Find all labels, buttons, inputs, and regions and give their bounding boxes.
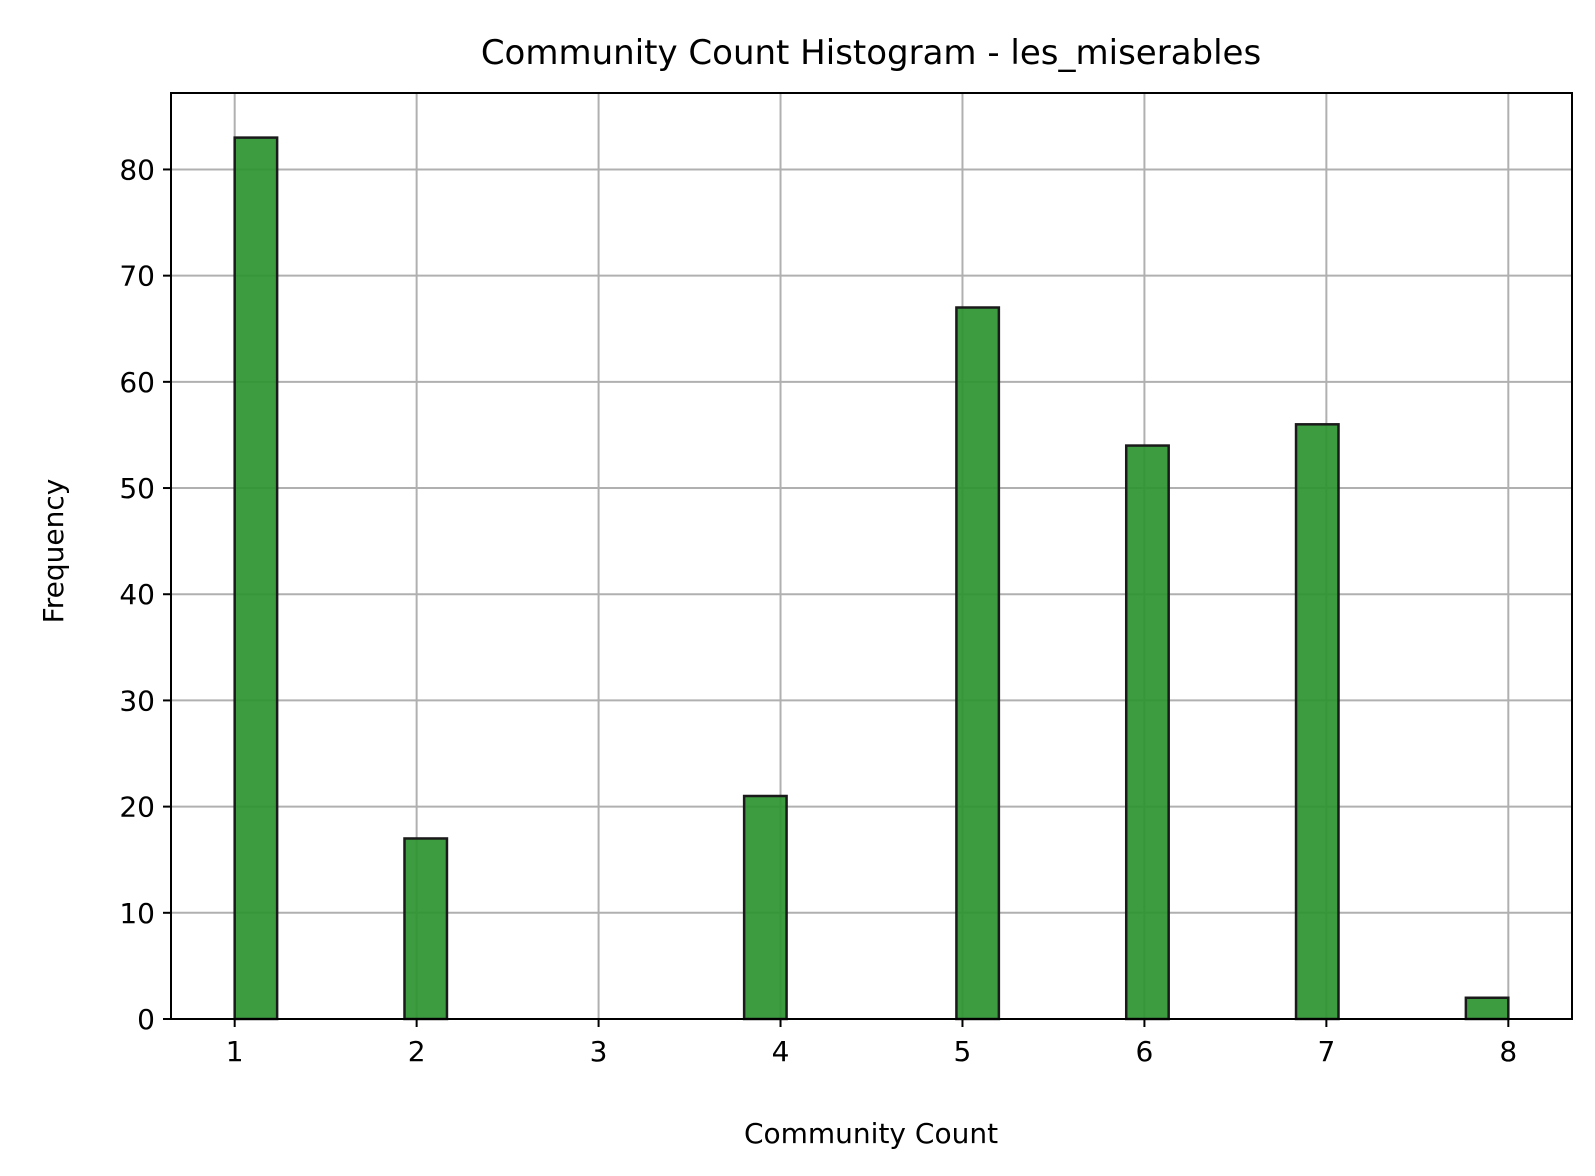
histogram-bar [403, 837, 449, 1021]
histogram-bar [1464, 996, 1510, 1021]
x-tick-label: 4 [772, 1035, 790, 1068]
y-tick-label: 10 [119, 897, 155, 930]
y-tick-label: 70 [119, 260, 155, 293]
y-tick-label: 40 [119, 578, 155, 611]
y-tick-label: 80 [119, 153, 155, 186]
x-axis-label: Community Count [744, 1117, 998, 1150]
x-axis-ticks: 1 2 3 4 5 6 7 8 [226, 1019, 1517, 1068]
plot-frame [170, 92, 1573, 1020]
histogram-bar [233, 136, 279, 1021]
x-tick-label: 8 [1499, 1035, 1517, 1068]
y-axis-ticks: 0 10 20 30 40 50 60 70 80 [119, 153, 171, 1036]
x-tick-label: 3 [590, 1035, 608, 1068]
histogram-bar [742, 794, 788, 1021]
histogram-bar [1294, 423, 1340, 1021]
histogram-bar [1124, 444, 1170, 1021]
y-tick-label: 0 [137, 1003, 155, 1036]
x-tick-label: 7 [1317, 1035, 1335, 1068]
chart-title: Community Count Histogram - les_miserabl… [481, 33, 1261, 73]
y-tick-label: 50 [119, 472, 155, 505]
y-axis-label: Frequency [37, 479, 70, 624]
histogram-bar [955, 306, 1001, 1021]
x-tick-label: 6 [1136, 1035, 1154, 1068]
bars [233, 136, 1510, 1021]
y-tick-label: 60 [119, 366, 155, 399]
y-tick-label: 20 [119, 791, 155, 824]
x-tick-label: 5 [954, 1035, 972, 1068]
x-tick-label: 2 [408, 1035, 426, 1068]
y-tick-label: 30 [119, 684, 155, 717]
x-tick-label: 1 [226, 1035, 244, 1068]
